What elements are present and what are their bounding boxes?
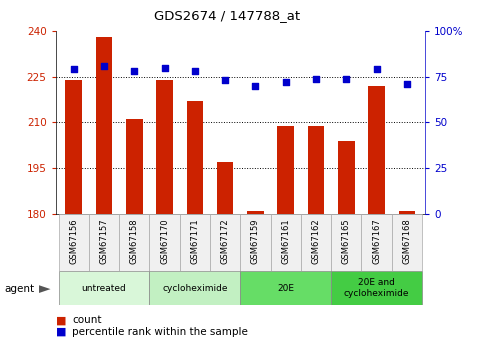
Bar: [65, 80, 82, 214]
Polygon shape: [39, 285, 51, 293]
Bar: [368, 86, 385, 214]
Text: GSM67156: GSM67156: [69, 218, 78, 264]
Text: GSM67159: GSM67159: [251, 218, 260, 264]
Bar: [156, 80, 173, 214]
Point: [312, 76, 320, 81]
Text: GSM67158: GSM67158: [130, 218, 139, 264]
Point: [221, 78, 229, 83]
Bar: [149, 214, 180, 271]
Bar: [126, 119, 142, 214]
Bar: [331, 271, 422, 305]
Text: GSM67171: GSM67171: [190, 218, 199, 264]
Text: 20E and
cycloheximide: 20E and cycloheximide: [344, 278, 409, 298]
Bar: [338, 141, 355, 214]
Point: [403, 81, 411, 87]
Bar: [58, 214, 89, 271]
Point: [282, 79, 290, 85]
Bar: [270, 214, 301, 271]
Text: cycloheximide: cycloheximide: [162, 284, 227, 293]
Bar: [241, 271, 331, 305]
Bar: [392, 214, 422, 271]
Point: [161, 65, 169, 70]
Point: [130, 69, 138, 74]
Point: [100, 63, 108, 69]
Point: [342, 76, 350, 81]
Bar: [217, 162, 233, 214]
Text: GSM67157: GSM67157: [99, 218, 109, 264]
Point: [373, 67, 381, 72]
Point: [252, 83, 259, 89]
Text: GSM67167: GSM67167: [372, 218, 381, 264]
Text: count: count: [72, 315, 102, 325]
Bar: [247, 211, 264, 214]
Bar: [241, 214, 270, 271]
Bar: [149, 271, 241, 305]
Text: untreated: untreated: [82, 284, 127, 293]
Point: [191, 69, 199, 74]
Text: GSM67168: GSM67168: [402, 218, 412, 264]
Text: 20E: 20E: [277, 284, 294, 293]
Bar: [331, 214, 361, 271]
Bar: [96, 37, 113, 214]
Bar: [180, 214, 210, 271]
Bar: [119, 214, 149, 271]
Bar: [277, 126, 294, 214]
Bar: [89, 214, 119, 271]
Text: GSM67161: GSM67161: [281, 218, 290, 264]
Text: agent: agent: [5, 284, 35, 294]
Text: percentile rank within the sample: percentile rank within the sample: [72, 327, 248, 337]
Bar: [210, 214, 241, 271]
Text: ■: ■: [56, 327, 66, 337]
Bar: [308, 126, 325, 214]
Bar: [58, 271, 149, 305]
Text: GSM67172: GSM67172: [221, 218, 229, 264]
Bar: [301, 214, 331, 271]
Bar: [361, 214, 392, 271]
Text: GSM67162: GSM67162: [312, 218, 321, 264]
Text: GDS2674 / 147788_at: GDS2674 / 147788_at: [154, 9, 300, 22]
Point: [70, 67, 78, 72]
Text: ■: ■: [56, 315, 66, 325]
Text: GSM67170: GSM67170: [160, 218, 169, 264]
Bar: [398, 211, 415, 214]
Text: GSM67165: GSM67165: [342, 218, 351, 264]
Bar: [186, 101, 203, 214]
